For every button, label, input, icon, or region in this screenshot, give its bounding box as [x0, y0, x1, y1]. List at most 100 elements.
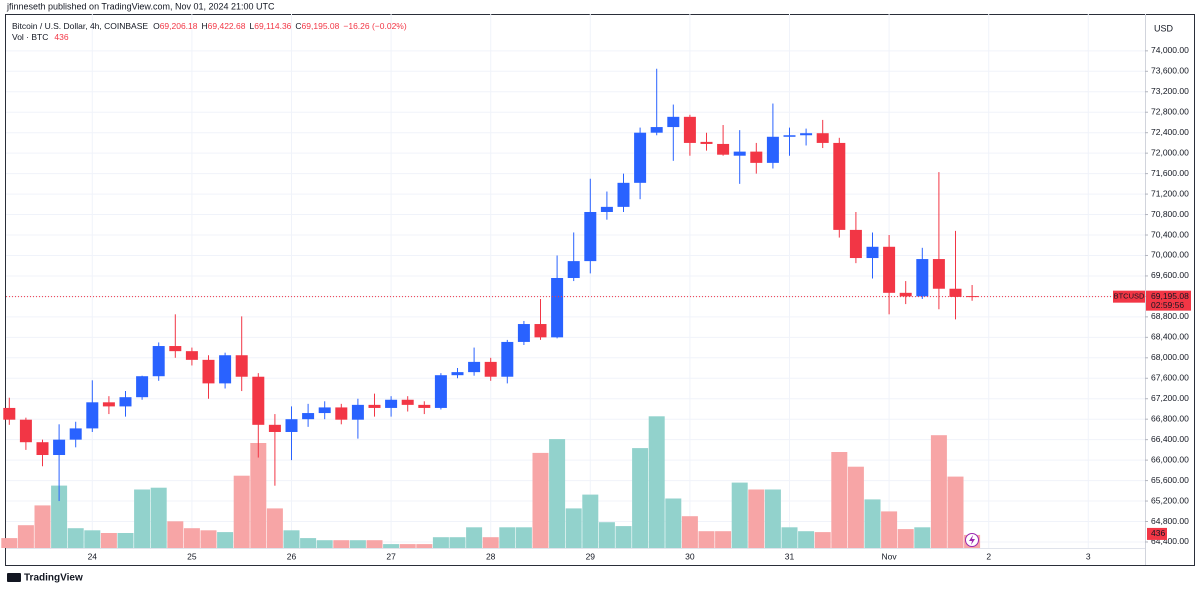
volume-bar [881, 511, 898, 548]
candle-body [484, 361, 497, 377]
volume-bar [283, 530, 300, 548]
candle-body [517, 324, 530, 342]
y-tick-label: 67,200.00 [1151, 393, 1189, 403]
candle-body [667, 116, 680, 128]
candle-body [36, 442, 49, 456]
x-tick-label: 31 [785, 551, 795, 561]
x-tick-label: 29 [586, 551, 596, 561]
volume-bar [466, 527, 483, 548]
volume-bar [482, 537, 499, 548]
legend-key: C [295, 21, 301, 31]
volume-bar [416, 544, 433, 548]
y-tick-label: 71,200.00 [1151, 188, 1189, 198]
candle-body [816, 133, 829, 143]
legend-value: 69,206.18 [160, 21, 198, 31]
volume-legend: Vol · BTC 436 [12, 32, 69, 42]
y-tick-label: 73,200.00 [1151, 86, 1189, 96]
candle-body [169, 346, 182, 352]
candle-body [849, 229, 862, 259]
y-tick-label: 73,600.00 [1151, 66, 1189, 76]
volume-bar [831, 452, 848, 548]
x-tick-label: Nov [882, 551, 898, 561]
candle-body [700, 141, 713, 144]
y-tick-label: 70,000.00 [1151, 250, 1189, 260]
y-tick-label: 68,000.00 [1151, 352, 1189, 362]
axis-layer: 64,400.00 64,800.00 65,200.00 65,600.00 66,0… [6, 45, 1191, 561]
y-tick-label: 72,000.00 [1151, 147, 1189, 157]
volume-bar [117, 533, 134, 548]
footer-brand: TradingView [24, 573, 83, 584]
volume-bar [914, 527, 931, 548]
y-tick-label: 74,000.00 [1151, 45, 1189, 55]
candle-body [136, 376, 149, 398]
candle-body [3, 407, 16, 420]
footer [0, 566, 1200, 589]
symbol-tag-label: BTCUSD [1114, 292, 1145, 301]
candle-body [268, 424, 281, 432]
candle-body [185, 351, 198, 360]
candle-body [318, 407, 331, 414]
legend: Bitcoin / U.S. Dollar, 4h, COINBASE O69,2… [12, 21, 407, 31]
y-tick-label: 70,800.00 [1151, 209, 1189, 219]
y-tick-label: 72,800.00 [1151, 106, 1189, 116]
volume-bar [665, 498, 682, 548]
candle-body [501, 341, 514, 377]
candle-body [932, 259, 945, 289]
candle-body [567, 261, 580, 278]
chart-frame [5, 14, 1195, 566]
candle-body [733, 151, 746, 156]
volume-bar [349, 540, 366, 548]
volume-bar [698, 531, 715, 548]
volume-bar [333, 540, 350, 548]
x-tick-label: 26 [287, 551, 297, 561]
volume-bar [150, 487, 167, 548]
volume-bar [532, 452, 549, 548]
candle-body [617, 182, 630, 207]
volume-bar [648, 416, 665, 548]
logo [7, 573, 21, 582]
y-tick-label: 66,000.00 [1151, 454, 1189, 464]
candle-body [866, 246, 879, 259]
y-tick-label: 70,400.00 [1151, 229, 1189, 239]
price-tag [1146, 290, 1191, 311]
y-tick-label: 71,600.00 [1151, 168, 1189, 178]
volume-bar [781, 527, 798, 548]
volume-bar [947, 476, 964, 548]
x-tick-label: 27 [386, 551, 396, 561]
publisher: jfinneseth published on TradingView.com,… [6, 1, 275, 11]
x-tick-label: 24 [88, 551, 98, 561]
y-tick-label: 66,800.00 [1151, 413, 1189, 423]
volume-bar [731, 482, 748, 548]
volume-bar [383, 544, 400, 548]
volume-bar [598, 522, 615, 548]
volume-bar [17, 525, 34, 548]
x-tick-label: 25 [187, 551, 197, 561]
candle-body [219, 355, 232, 384]
candle-body [634, 132, 647, 183]
candle-body [650, 127, 663, 133]
legend-key: O [153, 21, 160, 31]
candle-body [750, 151, 763, 163]
volume-bar [399, 544, 416, 548]
volume-bar [515, 527, 532, 548]
y-tick-label: 66,400.00 [1151, 434, 1189, 444]
volume-bar [67, 528, 84, 548]
candle-body [683, 116, 696, 143]
candle-body [534, 324, 547, 338]
candle-body [949, 288, 962, 297]
y-tick-label: 64,400.00 [1151, 536, 1189, 546]
volume-bar [51, 485, 68, 548]
x-tick-label: 28 [486, 551, 496, 561]
candle-body [252, 376, 265, 425]
volume-bar [134, 489, 151, 548]
volume-bar [847, 466, 864, 548]
legend-value: 69,422.68 [208, 21, 246, 31]
volume-bar [549, 439, 566, 548]
volume-bar [930, 435, 947, 548]
y-tick-label: 68,800.00 [1151, 311, 1189, 321]
symbol-tag [1113, 290, 1145, 303]
legend-value: 69,195.08 [302, 21, 340, 31]
volume-bar [183, 528, 200, 548]
volume-bar [316, 540, 333, 548]
